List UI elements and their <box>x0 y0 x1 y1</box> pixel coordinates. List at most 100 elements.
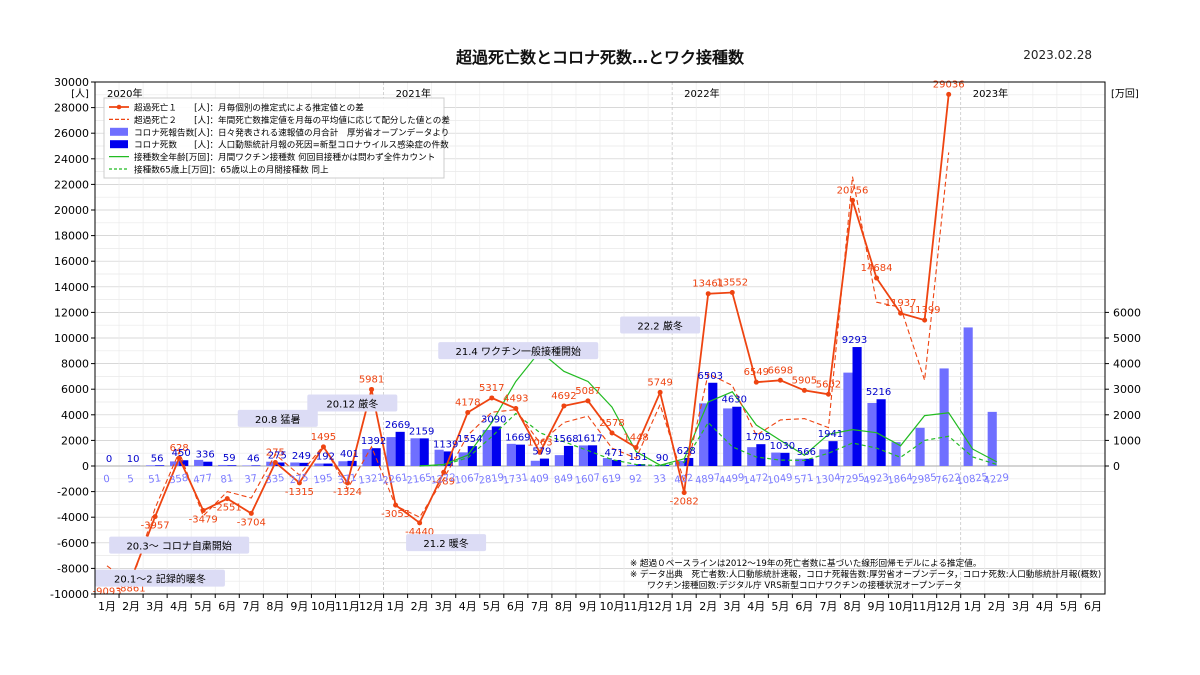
point-excess1 <box>176 455 182 461</box>
label-vital: 336 <box>196 450 215 461</box>
annotation-box <box>406 534 487 552</box>
bar-vital <box>371 448 381 466</box>
label-reported: 1049 <box>767 472 794 486</box>
label-reported: 92 <box>629 473 643 486</box>
annotation-box <box>307 394 398 412</box>
label-excess1: 1063 <box>527 437 552 448</box>
x-tick-label: 10月 <box>600 600 625 613</box>
label-excess1: 14684 <box>861 263 893 274</box>
y-tick-label: 8000 <box>61 358 89 371</box>
label-reported: 51 <box>148 473 162 486</box>
point-excess1 <box>777 377 783 383</box>
label-reported: 1731 <box>502 472 529 486</box>
point-excess1 <box>200 508 206 514</box>
line-vax-65 <box>419 412 997 467</box>
annotation-box <box>438 342 599 360</box>
y-tick-label: 26000 <box>54 127 89 140</box>
label-vital: 566 <box>797 447 816 458</box>
bar-reported <box>987 411 997 466</box>
bar-reported <box>314 463 324 466</box>
x-tick-label: 3月 <box>723 600 741 613</box>
y-tick-label: 22000 <box>54 178 89 191</box>
label-excess1: -1324 <box>333 487 362 498</box>
label-vital: 2159 <box>409 426 434 437</box>
bar-reported <box>747 447 757 466</box>
legend-label: コロナ死報告数[人]：日々発表される速報値の月合計 厚労省オープンデータより <box>134 126 449 138</box>
label-vital: 6503 <box>697 371 722 382</box>
point-excess1 <box>561 403 567 409</box>
bar-vital <box>323 463 333 466</box>
label-reported: 2819 <box>478 472 505 486</box>
point-excess1 <box>898 310 904 316</box>
x-tick-label: 1月 <box>675 600 693 613</box>
x-tick-label: 7月 <box>242 600 260 613</box>
label-vital: 1554 <box>457 434 482 445</box>
label-excess1: 5905 <box>792 375 817 386</box>
x-tick-label: 9月 <box>579 600 597 613</box>
legend-swatch-marker <box>116 104 122 110</box>
label-excess1: -3479 <box>189 515 218 526</box>
y2-tick-label: 4000 <box>1113 358 1141 371</box>
x-tick-label: 6月 <box>507 600 525 613</box>
y-tick-label: -6000 <box>57 537 89 550</box>
y-tick-label: 6000 <box>61 383 89 396</box>
label-excess1: 628 <box>170 443 189 454</box>
bar-reported <box>506 443 516 466</box>
annotation-text: 21.4 ワクチン一般接種開始 <box>456 345 581 358</box>
label-excess1: -3957 <box>141 521 170 532</box>
y-tick-label: -4000 <box>57 511 89 524</box>
y2-tick-label: 5000 <box>1113 332 1141 345</box>
bar-vital <box>612 459 622 466</box>
label-vital: 2669 <box>385 420 410 431</box>
y2-tick-label: 3000 <box>1113 383 1141 396</box>
label-excess1: 6549 <box>744 367 769 378</box>
label-reported: 1272 <box>430 472 457 486</box>
x-tick-label: 12月 <box>648 600 673 613</box>
label-vital: 275 <box>268 450 287 461</box>
label-reported: 4499 <box>719 472 746 486</box>
line-excess2 <box>106 152 950 585</box>
x-tick-label: 12月 <box>936 600 961 613</box>
y-tick-label: 30000 <box>54 76 89 89</box>
bar-reported <box>530 460 540 466</box>
bar-reported <box>482 429 492 466</box>
y-tick-label: -8000 <box>57 562 89 575</box>
y-axis-label: [人] <box>71 88 89 100</box>
point-excess1 <box>801 387 807 393</box>
label-vital: 249 <box>292 451 311 462</box>
bar-reported <box>891 442 901 466</box>
chart-date: 2023.02.28 <box>1023 48 1092 62</box>
label-reported: 619 <box>601 473 621 487</box>
x-tick-label: 7月 <box>531 600 549 613</box>
label-excess1: 5317 <box>479 383 504 394</box>
label-vital: 1139 <box>433 439 458 450</box>
bar-reported <box>338 461 348 466</box>
note-text: ワクチン接種回数:デジタル庁 VRS新型コロナワクチンの接種状況オープンデータ <box>630 579 962 591</box>
y-tick-label: 2000 <box>61 434 89 447</box>
year-label: 2020年 <box>107 87 142 100</box>
bar-reported <box>602 458 613 466</box>
point-excess1 <box>922 317 928 323</box>
y2-tick-label: 2000 <box>1113 409 1141 422</box>
plot-frame <box>94 81 1106 595</box>
label-excess1: -3704 <box>237 517 266 528</box>
label-excess1: -1315 <box>285 487 314 498</box>
bar-reported <box>843 372 853 466</box>
label-reported: 1472 <box>743 472 770 486</box>
x-tick-label: 2月 <box>411 600 429 613</box>
label-reported: 402 <box>674 473 694 487</box>
x-tick-label: 5月 <box>771 600 789 613</box>
y-tick-label: 28000 <box>54 102 89 115</box>
x-tick-label: 3月 <box>146 600 164 613</box>
bar-reported <box>386 437 396 466</box>
label-vital: 46 <box>247 453 260 464</box>
point-excess1 <box>609 430 615 436</box>
label-vital: 1941 <box>818 429 843 440</box>
bar-reported <box>194 459 204 466</box>
label-excess1: -3055 <box>381 509 410 520</box>
label-reported: 371 <box>337 473 357 487</box>
y2-tick-label: 1000 <box>1113 434 1141 447</box>
label-reported: 7295 <box>839 472 866 486</box>
annotation-text: 21.2 暖冬 <box>423 537 468 550</box>
bar-vital <box>203 461 213 466</box>
